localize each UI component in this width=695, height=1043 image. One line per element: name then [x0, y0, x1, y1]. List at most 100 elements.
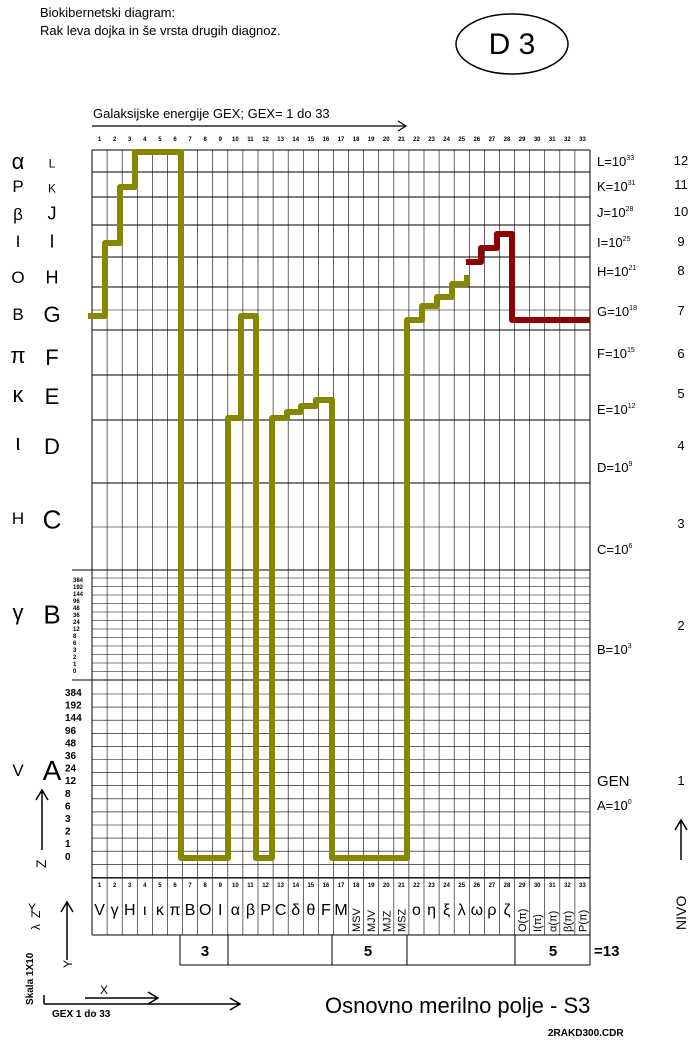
column-number: 29 — [519, 137, 526, 143]
scale-a: 12 — [65, 776, 77, 787]
scale-a: 48 — [65, 738, 77, 749]
symbol: π — [169, 902, 180, 919]
symbol: γ — [111, 902, 119, 919]
symbol: ω — [471, 902, 484, 919]
column-number: 10 — [232, 137, 239, 143]
greek-label: γ — [13, 600, 24, 625]
header-line: Biokibernetski diagram: — [40, 5, 175, 20]
level-exp: 33 — [626, 155, 634, 162]
column-number: 5 — [158, 137, 162, 143]
symbol: η — [427, 902, 436, 919]
column-number: 9 — [219, 137, 223, 143]
level-value: E=1012 — [597, 402, 636, 417]
symbol: θ — [306, 902, 315, 919]
scale-b: 1 — [73, 662, 77, 668]
level-base: B=10 — [597, 642, 628, 657]
column-number: 33 — [579, 137, 586, 143]
level-value: D=109 — [597, 460, 632, 475]
symbol: Ι — [218, 902, 222, 919]
nivo-number: 5 — [677, 386, 684, 401]
greek-label: β — [13, 205, 23, 224]
level-value: J=1028 — [597, 205, 633, 220]
scale-b: 3 — [73, 648, 77, 654]
column-number: 6 — [173, 883, 177, 889]
column-number: 15 — [307, 883, 314, 889]
symbol: ξ — [443, 902, 450, 919]
column-number: 18 — [353, 137, 360, 143]
column-number: 29 — [519, 883, 526, 889]
level-value: A=100 — [597, 798, 632, 813]
column-number: 30 — [534, 883, 541, 889]
badge: D 3 — [489, 28, 536, 61]
column-number: 14 — [292, 883, 299, 889]
axis-letter: X — [100, 983, 108, 997]
level-letter: F — [45, 345, 58, 370]
column-number: 14 — [292, 137, 299, 143]
scale-b: 12 — [73, 627, 80, 633]
level-exp: 0 — [628, 799, 632, 806]
gex-label: GEX 1 do 33 — [52, 1009, 111, 1020]
greek-label: π — [10, 343, 25, 368]
column-number: 10 — [232, 883, 239, 889]
badge-ellipse — [455, 13, 569, 75]
gen-label: GEN — [597, 773, 630, 790]
column-number: 26 — [473, 883, 480, 889]
column-number: 27 — [489, 137, 496, 143]
level-value: I=1025 — [597, 235, 631, 250]
column-number: 31 — [549, 137, 556, 143]
column-number: 27 — [489, 883, 496, 889]
level-base: I=10 — [597, 235, 623, 250]
column-number: 31 — [549, 883, 556, 889]
axis-letter: Z — [33, 859, 49, 868]
symbol: MSV — [351, 908, 363, 933]
column-number: 4 — [143, 883, 147, 889]
greek-label: Ι — [16, 232, 21, 251]
symbol: F — [321, 902, 331, 919]
column-number: 20 — [383, 883, 390, 889]
scale-a: 1 — [65, 839, 71, 850]
column-number: 5 — [158, 883, 162, 889]
scale-a: 8 — [65, 789, 71, 800]
nivo-number: 11 — [674, 177, 688, 192]
nivo-number: 12 — [674, 153, 688, 168]
level-exp: 12 — [628, 403, 636, 410]
level-exp: 6 — [628, 543, 632, 550]
scale-b: 48 — [73, 606, 80, 612]
level-value: F=1015 — [597, 346, 635, 361]
level-exp: 3 — [628, 643, 632, 650]
level-exp: 9 — [628, 461, 632, 468]
arrows — [35, 788, 688, 1011]
greek-label: κ — [13, 382, 25, 407]
summary-total: =13 — [594, 943, 619, 960]
level-exp: 15 — [627, 347, 635, 354]
column-number: 8 — [204, 883, 208, 889]
column-number: 13 — [277, 137, 284, 143]
level-letter: C — [43, 504, 62, 534]
column-number: 2 — [113, 137, 117, 143]
greek-label: Ρ — [12, 177, 23, 196]
summary: 5 — [364, 943, 372, 960]
axis-letter: Y — [61, 960, 75, 968]
scale-b: 192 — [73, 585, 84, 591]
symbol: MJV — [366, 909, 378, 932]
column-number: 12 — [262, 883, 269, 889]
symbol: λ — [458, 902, 466, 919]
level-base: J=10 — [597, 205, 626, 220]
symbol: V — [94, 902, 105, 919]
column-number: 22 — [413, 137, 420, 143]
column-number: 22 — [413, 883, 420, 889]
column-number: 19 — [368, 883, 375, 889]
nivo-number: 8 — [677, 263, 684, 278]
nivo-number: 10 — [674, 204, 688, 219]
level-exp: 25 — [623, 236, 631, 243]
greek-label: Ο — [11, 268, 24, 287]
scale-b: 2 — [73, 655, 77, 661]
column-number: 24 — [443, 883, 450, 889]
column-number: 19 — [368, 137, 375, 143]
symbol: δ — [291, 902, 300, 919]
symbol: α(π) — [547, 911, 559, 932]
column-number: 17 — [338, 137, 345, 143]
energy-line — [88, 149, 470, 861]
symbol: M — [334, 902, 347, 919]
scale-b: 36 — [73, 613, 80, 619]
